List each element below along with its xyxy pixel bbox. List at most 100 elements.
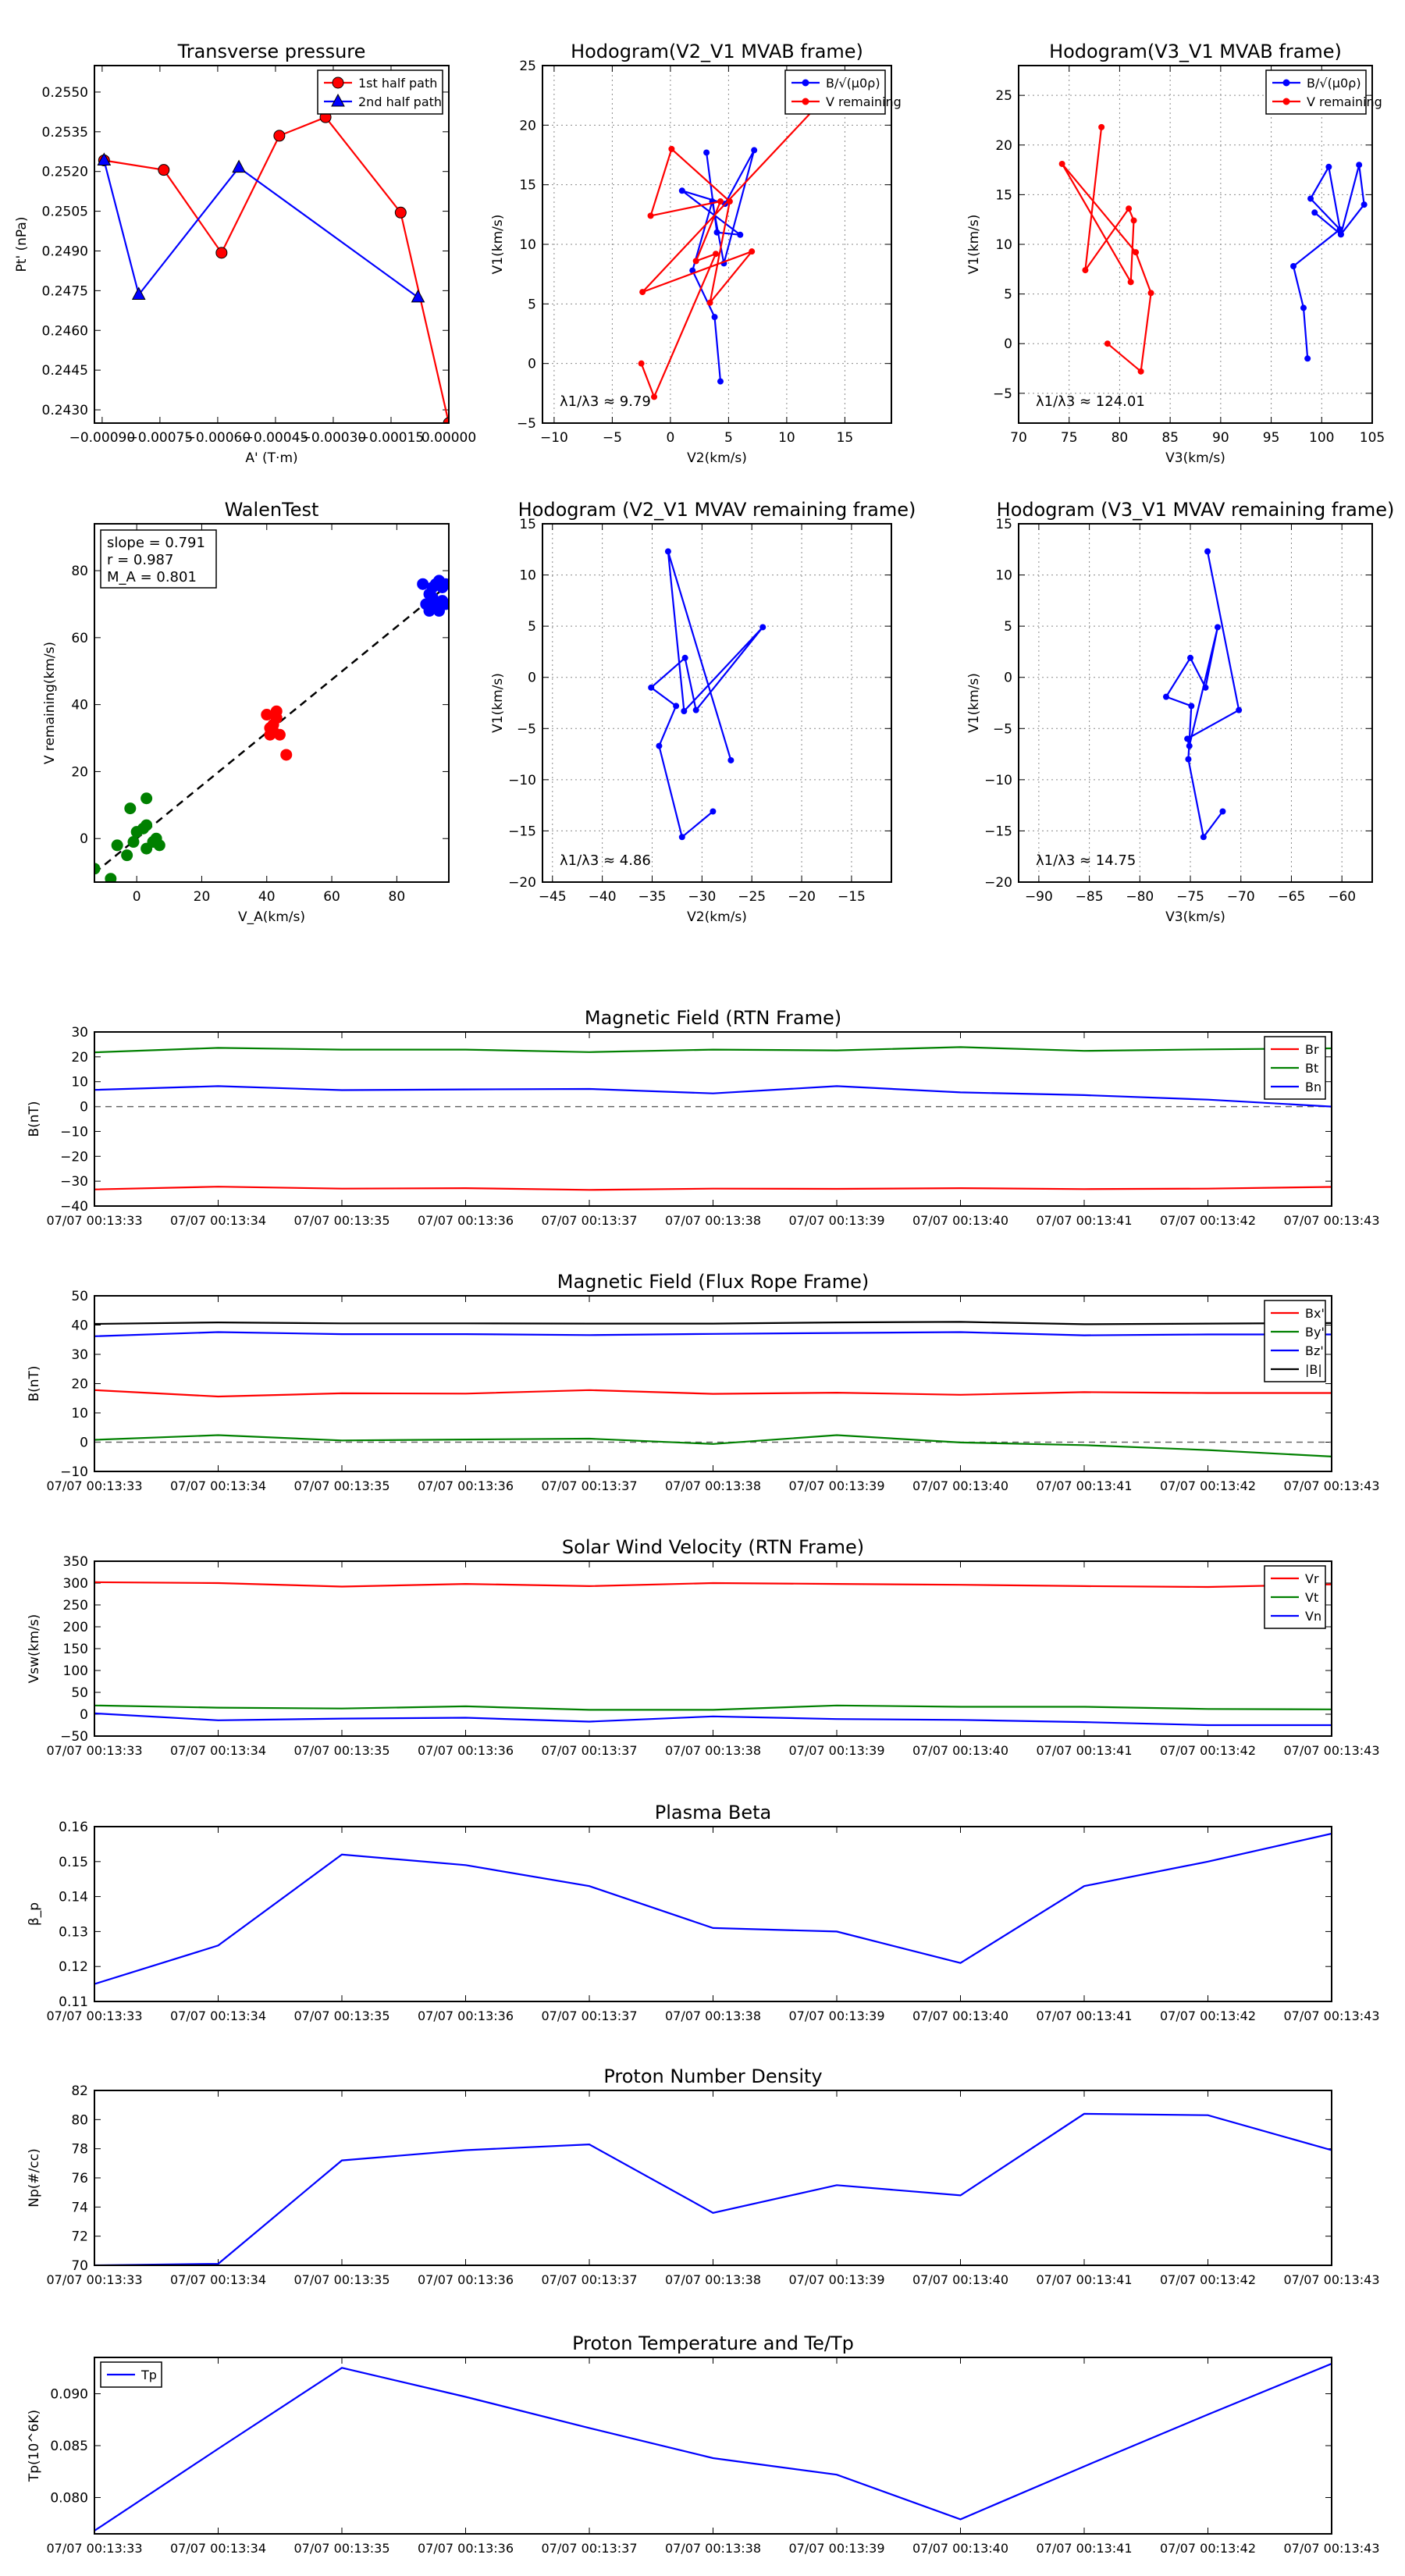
data-point: [751, 147, 758, 154]
x-tick-label: 07/07 00:13:33: [46, 2008, 142, 2023]
y-axis-label: B(nT): [27, 1365, 42, 1401]
scatter-point: [140, 819, 153, 831]
y-tick-label: 25: [519, 59, 536, 74]
x-tick-label: 0.00000: [422, 430, 476, 446]
plot-area-pt: [97, 111, 449, 423]
x-tick-label: 07/07 00:13:40: [912, 2008, 1008, 2023]
legend-label: V remaining: [826, 94, 902, 109]
y-tick-label: 15: [995, 517, 1012, 532]
x-tick-label: 85: [1161, 430, 1179, 446]
y-tick-label: −15: [508, 824, 536, 839]
data-point: [713, 251, 720, 258]
y-tick-label: 25: [995, 88, 1012, 104]
data-point: [1356, 162, 1363, 169]
x-tick-label: 07/07 00:13:36: [418, 1478, 514, 1493]
legend-label: 1st half path: [358, 76, 437, 91]
plot-area-bflux: [94, 1321, 1332, 1457]
y-tick-label: 50: [71, 1289, 88, 1304]
data-point: [1202, 684, 1209, 691]
y-tick-label: 15: [519, 178, 536, 194]
y-axis-label: Vsw(km/s): [27, 1614, 42, 1684]
y-tick-label: 80: [71, 2112, 88, 2128]
y-axis-label: Tp(10^6K): [27, 2410, 42, 2482]
x-tick-label: 07/07 00:13:39: [788, 1743, 884, 1758]
y-tick-label: 10: [995, 568, 1012, 584]
x-tick-label: 07/07 00:13:41: [1036, 1213, 1132, 1228]
data-point: [1236, 706, 1243, 713]
x-tick-label: 07/07 00:13:35: [293, 2008, 389, 2023]
scatter-point: [439, 598, 449, 610]
y-tick-label: 0.2460: [42, 323, 88, 339]
y-tick-label: −10: [984, 773, 1012, 788]
x-tick-label: 07/07 00:13:33: [46, 2272, 142, 2287]
series-bz-line: [94, 1331, 1332, 1337]
legend-label: Br: [1305, 1042, 1319, 1057]
data-point: [1325, 163, 1332, 170]
y-tick-label: 200: [63, 1620, 88, 1635]
x-tick-label: 07/07 00:13:36: [418, 2541, 514, 2556]
data-point: [97, 152, 112, 165]
series-b-line: [1165, 551, 1240, 839]
y-tick-label: 0.2520: [42, 165, 88, 180]
data-point: [1058, 160, 1065, 167]
y-axis-label: Pt' (nPa): [14, 217, 30, 272]
x-tick-label: 07/07 00:13:40: [912, 2272, 1008, 2287]
series-v-remaining-line: [1061, 126, 1152, 373]
y-axis-label: V1(km/s): [966, 215, 982, 275]
y-tick-label: 70: [71, 2258, 88, 2274]
stats-text: slope = 0.791: [107, 535, 205, 551]
y-tick-label: 72: [71, 2229, 88, 2245]
x-tick-label: 07/07 00:13:36: [418, 1743, 514, 1758]
y-tick-label: −30: [60, 1174, 88, 1190]
x-tick-label: −0.00045: [243, 430, 309, 446]
y-tick-label: 80: [71, 564, 88, 579]
y-tick-label: 0.080: [50, 2490, 88, 2506]
panel-h13: Hodogram(V3_V1 MVAB frame) 70 75 80 85 90 95 10…: [966, 41, 1385, 466]
data-point: [394, 206, 407, 219]
x-tick-label: −10: [540, 430, 568, 446]
y-tick-label: 350: [63, 1554, 88, 1570]
data-point: [656, 742, 663, 749]
chart-title: Hodogram(V3_V1 MVAB frame): [1049, 41, 1342, 62]
chart-title: Proton Number Density: [603, 2065, 822, 2087]
y-tick-label: 82: [71, 2083, 88, 2099]
x-tick-label: −20: [788, 889, 816, 905]
data-point: [1188, 703, 1195, 710]
plot-area-np: [94, 2112, 1332, 2265]
legend-label: Bx': [1305, 1306, 1325, 1321]
x-axis-label: V3(km/s): [1165, 909, 1225, 925]
x-tick-label: −15: [838, 889, 866, 905]
data-point: [710, 808, 717, 815]
data-point: [664, 548, 671, 555]
data-point: [678, 187, 685, 194]
data-point: [158, 164, 170, 176]
scatter-point: [127, 836, 140, 849]
x-tick-label: 07/07 00:13:35: [293, 1478, 389, 1493]
x-tick-label: 07/07 00:13:41: [1036, 1478, 1132, 1493]
series-tp-line: [94, 2362, 1332, 2532]
x-tick-label: −35: [638, 889, 667, 905]
y-tick-label: 20: [71, 764, 88, 780]
y-tick-label: −10: [60, 1124, 88, 1140]
axes-frame: [1018, 523, 1373, 883]
y-axis-label: B(nT): [27, 1101, 42, 1137]
legend-label: V remaining: [1307, 94, 1382, 109]
x-tick-label: 07/07 00:13:43: [1283, 1743, 1379, 1758]
legend-box: [784, 69, 886, 115]
x-tick-label: 0: [133, 889, 141, 905]
data-point: [1361, 201, 1368, 208]
legend-label: B/√(μ0ρ): [826, 76, 880, 91]
data-point: [651, 393, 658, 400]
chart-title: Plasma Beta: [655, 1802, 771, 1823]
y-tick-label: 0: [528, 671, 536, 686]
y-tick-label: 0: [80, 1100, 88, 1115]
series-beta-line: [94, 1832, 1332, 1985]
x-tick-label: 07/07 00:13:36: [418, 1213, 514, 1228]
axes-frame: [542, 523, 892, 883]
chart-title: WalenTest: [225, 499, 319, 521]
x-tick-label: −65: [1278, 889, 1306, 905]
legend-label: B/√(μ0ρ): [1307, 76, 1361, 91]
x-tick-label: 100: [1309, 430, 1334, 446]
y-tick-label: 0.2430: [42, 403, 88, 418]
x-tick-label: 95: [1263, 430, 1280, 446]
